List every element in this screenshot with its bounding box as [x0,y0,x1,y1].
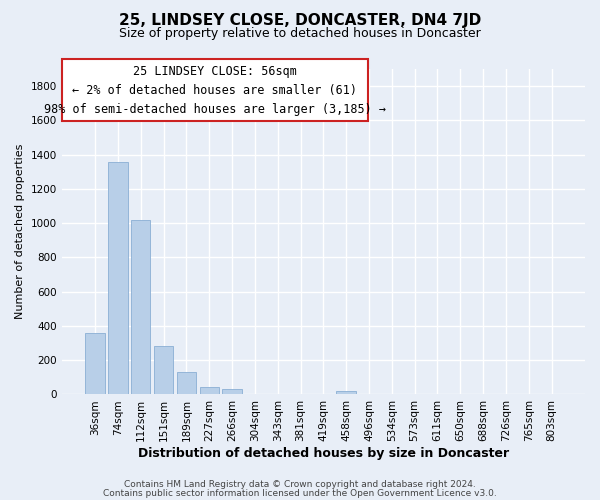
Bar [223,390,242,394]
Bar [154,346,173,395]
Bar [108,162,128,394]
Bar [177,372,196,394]
Text: Contains HM Land Registry data © Crown copyright and database right 2024.: Contains HM Land Registry data © Crown c… [124,480,476,489]
X-axis label: Distribution of detached houses by size in Doncaster: Distribution of detached houses by size … [138,447,509,460]
Bar [131,220,151,394]
Bar [85,333,105,394]
Y-axis label: Number of detached properties: Number of detached properties [15,144,25,320]
Bar [337,391,356,394]
Text: Size of property relative to detached houses in Doncaster: Size of property relative to detached ho… [119,28,481,40]
FancyBboxPatch shape [62,60,368,121]
Bar [200,387,219,394]
Text: 25 LINDSEY CLOSE: 56sqm
← 2% of detached houses are smaller (61)
98% of semi-det: 25 LINDSEY CLOSE: 56sqm ← 2% of detached… [44,64,386,116]
Text: Contains public sector information licensed under the Open Government Licence v3: Contains public sector information licen… [103,488,497,498]
Text: 25, LINDSEY CLOSE, DONCASTER, DN4 7JD: 25, LINDSEY CLOSE, DONCASTER, DN4 7JD [119,12,481,28]
